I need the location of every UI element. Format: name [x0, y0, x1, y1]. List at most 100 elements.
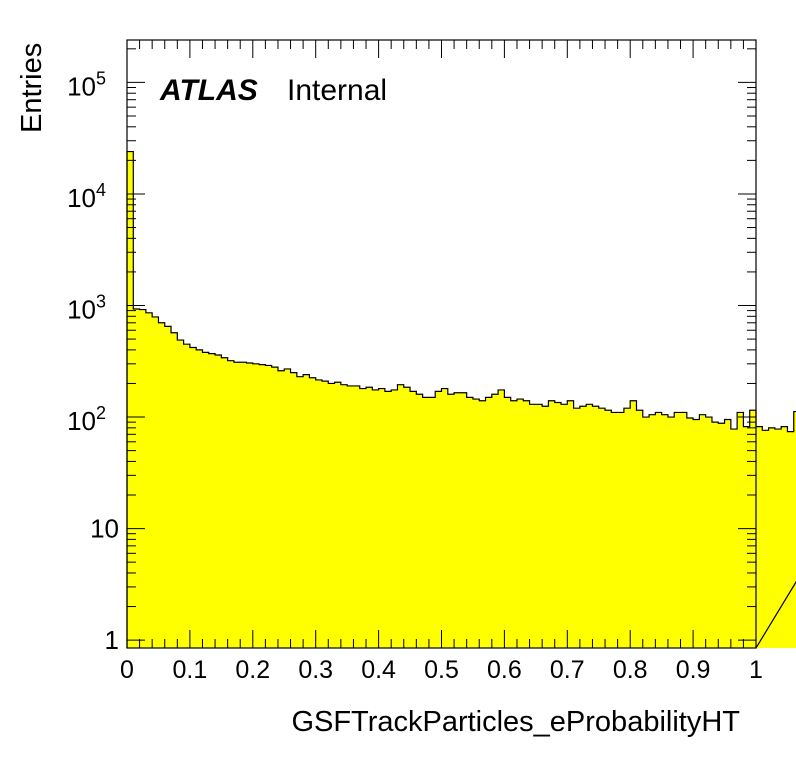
histogram-bar: [743, 426, 751, 648]
histogram-bar: [667, 417, 675, 648]
histogram-bar: [403, 387, 411, 648]
y-tick-label: 104: [67, 180, 106, 213]
histogram-bar: [259, 364, 266, 648]
histogram-bar: [145, 312, 153, 648]
histogram-bar: [328, 383, 335, 648]
histogram-bar: [240, 362, 247, 648]
y-tick-labels: 1 10 102 103 104 105: [67, 68, 119, 655]
histogram-bar: [548, 400, 556, 648]
histogram-bar: [133, 309, 140, 648]
y-tick-label: 103: [67, 292, 106, 325]
histogram-bar: [674, 412, 681, 648]
histogram-bar: [592, 406, 600, 648]
histogram-bar: [208, 353, 216, 648]
histogram-bar: [686, 418, 694, 648]
histogram-bar: [630, 400, 637, 648]
histogram-bar: [340, 384, 348, 648]
histogram-bar: [737, 412, 744, 648]
histogram-bar: [454, 392, 461, 648]
histogram-bar: [605, 410, 612, 648]
histogram-bar: [410, 391, 417, 648]
histogram-bar: [491, 394, 499, 648]
atlas-label: ATLAS: [159, 74, 258, 107]
histogram-bar: [202, 352, 210, 648]
histogram-bar: [158, 322, 166, 648]
histogram-bar: [485, 397, 493, 648]
histogram-bar: [498, 389, 505, 648]
histogram-bar: [127, 151, 134, 649]
x-tick-label: 0.1: [173, 656, 208, 684]
histogram-bar: [693, 419, 700, 648]
histogram-bar: [756, 426, 763, 648]
histogram-bar: [422, 397, 430, 648]
histogram-bar: [699, 414, 707, 648]
histogram-bar: [724, 419, 732, 648]
histogram-bar: [523, 400, 530, 648]
histogram-bar: [372, 389, 379, 648]
histogram-bar: [705, 417, 713, 648]
histogram-bar: [636, 410, 644, 648]
histogram-bar: [793, 411, 796, 648]
histogram-bar: [768, 427, 776, 648]
histogram-bar: [466, 397, 474, 648]
histogram-bar: [284, 368, 291, 648]
histogram-bar: [554, 402, 562, 648]
histogram-bar: [183, 344, 191, 648]
x-tick-label: 1: [749, 656, 763, 684]
histogram-bar: [384, 391, 392, 648]
histogram-bar: [579, 406, 587, 648]
histogram-outline: [126, 150, 796, 649]
histogram-bar: [359, 388, 367, 648]
histogram-bar: [164, 326, 172, 648]
histogram-bar: [649, 414, 656, 648]
histogram-bar: [428, 397, 436, 648]
histogram-bar: [334, 382, 342, 648]
histogram-bar: [762, 430, 769, 648]
histogram-bar: [535, 404, 543, 648]
x-tick-label: 0.7: [550, 656, 585, 684]
histogram-bar: [391, 389, 398, 648]
histogram-bar: [189, 347, 197, 648]
histogram-bar: [510, 400, 518, 648]
x-tick-label: 0.9: [676, 656, 711, 684]
histogram-bar: [774, 429, 782, 648]
histogram-bar: [586, 404, 593, 648]
histogram-bar: [177, 340, 185, 648]
histogram-bar: [516, 399, 524, 648]
histogram-bar: [479, 400, 486, 648]
histogram-bar: [353, 385, 361, 648]
histogram-bar: [277, 370, 285, 648]
histogram-bar: [227, 360, 235, 648]
x-tick-label: 0.5: [424, 656, 459, 684]
histogram-bar: [642, 417, 650, 648]
histogram-bar: [303, 374, 310, 648]
histogram-bar: [749, 410, 757, 648]
x-tick-label: 0.8: [613, 656, 648, 684]
histogram-bar: [252, 363, 260, 648]
histogram-bar: [447, 394, 455, 648]
x-tick-label: 0.2: [235, 656, 270, 684]
histogram-bar: [221, 357, 229, 648]
histogram-bar: [529, 404, 537, 648]
histogram-bar: [196, 349, 203, 648]
x-axis-label: GSFTrackParticles_eProbabilityHT: [291, 706, 740, 738]
histogram-bar: [265, 365, 273, 648]
histogram-bar: [416, 394, 424, 648]
histogram-bar: [347, 385, 354, 648]
histogram-bar: [246, 363, 254, 648]
histogram-bar: [680, 412, 688, 648]
histogram-bar: [171, 332, 178, 648]
histogram-bar: [542, 406, 549, 648]
histogram-bar: [290, 372, 298, 648]
histogram-bar: [718, 423, 725, 648]
histogram-bar: [271, 367, 279, 648]
histogram-bar: [139, 309, 147, 648]
histogram-bar: [573, 408, 581, 648]
histogram-bar: [561, 404, 568, 648]
histogram-bar: [567, 400, 574, 648]
histogram-bar: [441, 388, 449, 648]
histogram-bar: [472, 399, 480, 648]
histogram-bar: [215, 354, 222, 648]
histogram-bar: [233, 362, 241, 648]
histogram-bar: [366, 387, 373, 648]
